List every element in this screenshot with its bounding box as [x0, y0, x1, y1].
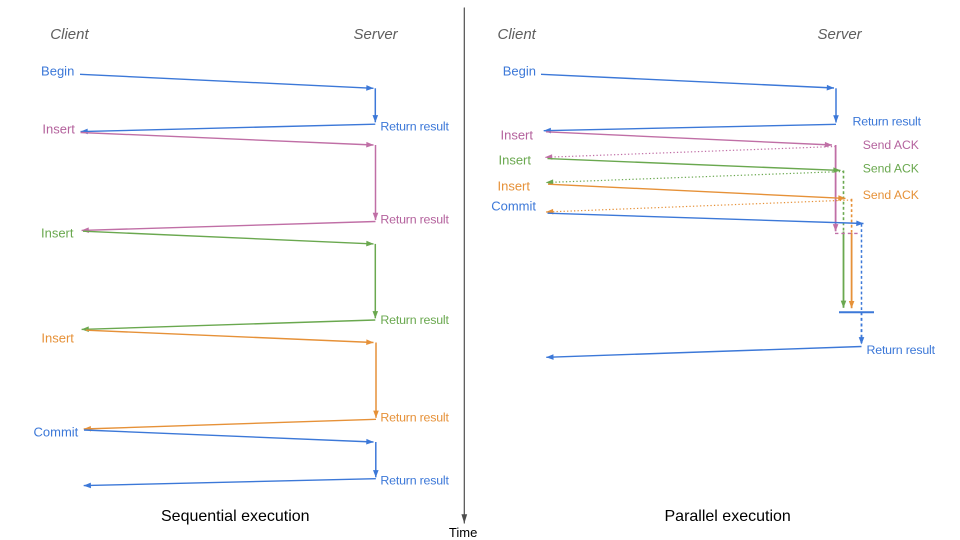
svg-text:Commit: Commit — [491, 198, 536, 213]
svg-text:Send ACK: Send ACK — [863, 138, 919, 152]
svg-text:Return result: Return result — [380, 119, 449, 133]
svg-text:Client: Client — [50, 26, 89, 43]
svg-text:Insert: Insert — [498, 152, 531, 167]
svg-text:Insert: Insert — [500, 127, 533, 142]
svg-text:Begin: Begin — [503, 63, 536, 78]
svg-text:Send ACK: Send ACK — [863, 162, 919, 176]
svg-text:Return result: Return result — [380, 313, 449, 327]
svg-text:Parallel execution: Parallel execution — [665, 508, 791, 525]
svg-text:Commit: Commit — [34, 425, 79, 440]
svg-text:Send ACK: Send ACK — [863, 188, 919, 202]
svg-text:Client: Client — [498, 26, 537, 43]
svg-text:Insert: Insert — [41, 225, 74, 240]
svg-text:Sequential execution: Sequential execution — [161, 508, 310, 525]
svg-text:Begin: Begin — [41, 63, 74, 78]
svg-text:Return result: Return result — [853, 114, 922, 128]
svg-text:Server: Server — [354, 26, 399, 43]
svg-text:Return result: Return result — [380, 213, 449, 227]
svg-text:Return result: Return result — [867, 343, 936, 357]
svg-text:Time: Time — [449, 525, 477, 540]
svg-text:Return result: Return result — [380, 411, 449, 425]
svg-text:Insert: Insert — [497, 178, 530, 193]
svg-text:Insert: Insert — [42, 121, 75, 136]
svg-text:Return result: Return result — [380, 473, 449, 487]
svg-text:Server: Server — [818, 26, 863, 43]
svg-text:Insert: Insert — [41, 331, 74, 346]
